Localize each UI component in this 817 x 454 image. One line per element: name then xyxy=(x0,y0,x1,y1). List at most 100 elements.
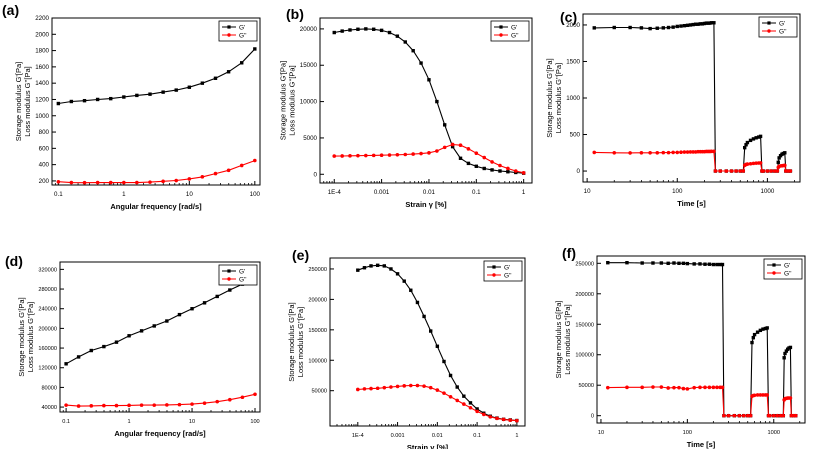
y-tick-label: 240000 xyxy=(38,307,57,313)
data-point-loss xyxy=(442,145,447,150)
data-point-storage xyxy=(639,26,644,30)
data-point-storage xyxy=(748,138,753,143)
data-point-loss xyxy=(515,418,519,423)
data-point-storage xyxy=(783,151,787,155)
data-point-loss xyxy=(778,413,783,418)
y-tick-label: 250000 xyxy=(308,267,327,273)
data-point-loss xyxy=(788,169,793,173)
data-point-loss xyxy=(679,150,683,154)
data-point-storage xyxy=(782,356,786,360)
y-tick-label: 1800 xyxy=(35,48,49,55)
data-point-storage xyxy=(482,166,486,171)
y-tick-label: 10000 xyxy=(300,99,318,106)
data-point-loss xyxy=(698,385,702,390)
data-point-loss xyxy=(651,385,655,389)
data-point-loss xyxy=(200,175,205,179)
y-tick-label: 1400 xyxy=(35,80,49,87)
data-point-storage xyxy=(409,288,413,292)
data-point-loss xyxy=(682,150,687,154)
data-point-loss xyxy=(462,402,466,406)
y-tick-label: 2200 xyxy=(35,15,49,22)
data-point-storage xyxy=(253,47,257,51)
data-point-storage xyxy=(466,161,471,166)
data-point-loss xyxy=(671,150,675,155)
data-point-loss xyxy=(775,413,780,418)
data-point-loss xyxy=(466,147,471,151)
data-point-loss xyxy=(114,403,119,408)
data-point-loss xyxy=(215,399,220,404)
data-point-storage xyxy=(228,288,232,292)
data-point-loss xyxy=(732,413,737,418)
legend-box xyxy=(758,16,798,38)
data-point-storage xyxy=(161,90,165,94)
data-point-storage xyxy=(226,70,231,74)
data-point-loss xyxy=(213,171,218,176)
data-point-storage xyxy=(122,95,126,99)
data-point-loss xyxy=(448,394,453,399)
data-point-storage xyxy=(756,135,761,139)
data-point-loss xyxy=(685,387,690,391)
data-point-storage xyxy=(403,40,407,44)
y-tick-label: 0 xyxy=(591,414,594,420)
data-point-loss xyxy=(783,163,787,168)
plot-frame xyxy=(582,13,801,183)
x-tick-label: 10 xyxy=(189,419,195,425)
x-tick-label: 1000 xyxy=(768,430,780,436)
data-point-loss xyxy=(435,149,439,153)
data-point-storage xyxy=(415,300,420,305)
data-point-loss xyxy=(226,168,231,173)
data-point-storage xyxy=(751,137,756,141)
data-point-loss xyxy=(379,153,384,158)
data-point-storage xyxy=(427,78,431,82)
y-axis-label-2: Loss modulus G''[Pa] xyxy=(23,66,32,136)
y-tick-label: 1500 xyxy=(566,58,580,65)
data-point-storage xyxy=(462,394,466,398)
data-point-storage xyxy=(474,164,479,168)
data-point-loss xyxy=(190,402,194,406)
y-tick-label: 1200 xyxy=(35,96,49,103)
data-point-storage xyxy=(625,261,629,265)
series-line-storage xyxy=(65,272,256,365)
data-point-loss xyxy=(332,154,337,158)
data-point-loss xyxy=(187,177,192,181)
data-point-loss xyxy=(340,154,344,158)
y-tick-label: 50000 xyxy=(311,389,327,395)
data-point-loss xyxy=(625,385,629,390)
data-point-loss xyxy=(691,150,695,154)
series-group xyxy=(64,271,257,408)
data-point-loss xyxy=(355,387,360,392)
data-point-storage xyxy=(704,21,709,25)
data-point-loss xyxy=(82,180,87,185)
x-tick-label: 1E-4 xyxy=(352,433,364,439)
data-point-storage xyxy=(659,261,664,265)
data-point-storage xyxy=(751,335,756,340)
data-point-storage xyxy=(69,99,74,104)
y-tick-label: 2000 xyxy=(35,31,49,38)
legend-marker-loss xyxy=(767,29,771,33)
y-axis-label-2: Loss modulus G''[Pa] xyxy=(296,307,305,377)
y-axis-label: Storage modulus G'[Pa] xyxy=(14,62,23,141)
y-tick-label: 160000 xyxy=(38,346,57,352)
data-point-loss xyxy=(741,169,746,173)
data-point-storage xyxy=(64,362,68,366)
data-point-loss xyxy=(758,393,763,397)
data-point-storage xyxy=(648,26,652,31)
data-point-storage xyxy=(742,145,747,150)
panel-label: (b) xyxy=(286,6,304,22)
data-point-storage xyxy=(612,25,616,30)
data-point-storage xyxy=(655,26,659,30)
data-point-loss xyxy=(415,383,420,388)
data-point-loss xyxy=(655,150,660,155)
legend: G'G'' xyxy=(758,16,798,38)
data-point-storage xyxy=(698,262,702,266)
data-point-storage xyxy=(761,327,765,331)
legend: G'G'' xyxy=(483,260,523,282)
data-point-loss xyxy=(422,384,426,388)
data-point-loss xyxy=(152,403,157,407)
data-point-loss xyxy=(648,150,652,155)
data-point-loss xyxy=(767,413,772,418)
data-point-loss xyxy=(389,385,393,389)
data-point-storage xyxy=(675,24,679,29)
data-point-storage xyxy=(758,134,763,139)
data-point-loss xyxy=(612,150,617,155)
